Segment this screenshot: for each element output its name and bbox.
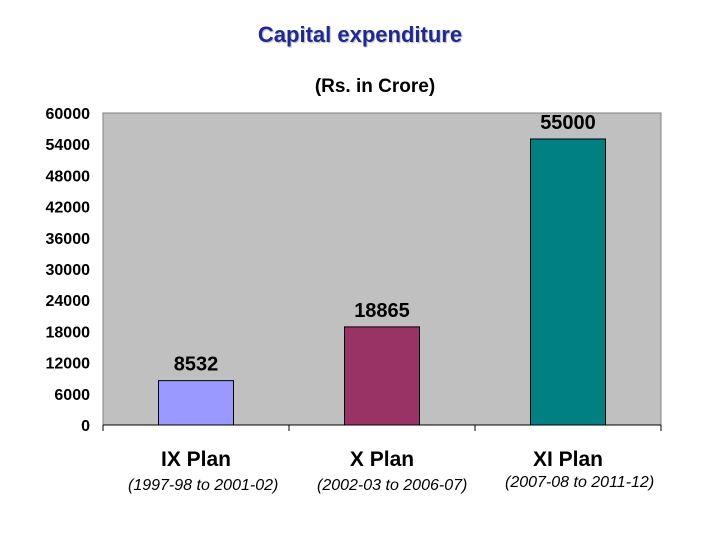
period-label: (1997-98 to 2001-02) [128, 477, 279, 494]
y-tick-label: 30000 [46, 262, 91, 279]
period-label: (2007-08 to 2011-12) [505, 474, 655, 491]
y-tick-label: 54000 [46, 137, 91, 154]
y-tick-label: 42000 [46, 200, 91, 217]
y-tick-label: 48000 [46, 168, 91, 185]
x-tick-label: X Plan [350, 448, 414, 471]
y-tick-label: 0 [81, 418, 90, 435]
period-label: (2002-03 to 2006-07) [317, 477, 468, 494]
y-tick-label: 12000 [46, 356, 91, 373]
y-tick-label: 24000 [46, 293, 91, 310]
data-label: 8532 [174, 354, 219, 376]
x-tick-label: XI Plan [533, 448, 603, 471]
y-tick-label: 60000 [46, 106, 91, 123]
y-tick-label: 6000 [54, 387, 90, 404]
bar-ix-plan [158, 380, 234, 426]
x-tick-label: IX Plan [161, 448, 231, 471]
y-tick-label: 18000 [46, 324, 91, 341]
data-label: 18865 [354, 300, 410, 322]
data-label: 55000 [540, 112, 596, 134]
bar-x-plan [344, 326, 420, 426]
bar-xi-plan [530, 138, 606, 426]
chart-subtitle: (Rs. in Crore) [315, 76, 435, 97]
chart-title: Capital expenditure [257, 22, 463, 47]
y-tick-label: 36000 [46, 231, 91, 248]
